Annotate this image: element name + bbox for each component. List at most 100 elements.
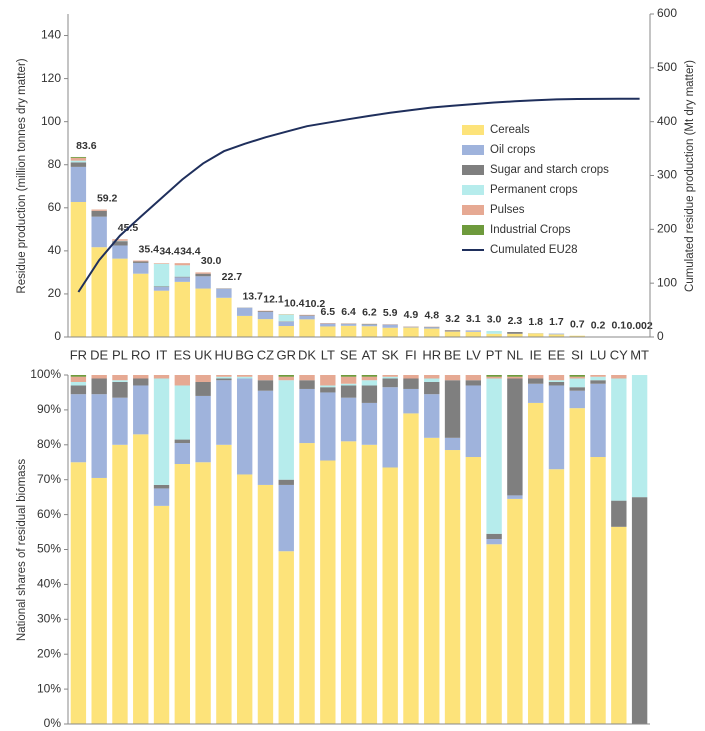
bar-segment (133, 261, 149, 263)
y2-tick-label: 400 (657, 114, 677, 128)
total-label: 3.2 (445, 313, 460, 325)
bar-segment (174, 385, 191, 440)
bar-segment (153, 375, 170, 379)
y-tick-label: 30% (37, 611, 61, 625)
bar-segment (70, 394, 87, 463)
x-tick-label: UK (194, 347, 212, 362)
bar-segment (299, 380, 315, 389)
bar-segment (153, 484, 170, 489)
legend-label: Industrial Crops (490, 224, 571, 236)
bar-segment (361, 324, 378, 325)
bar-segment (91, 209, 107, 211)
legend-label: Pulses (490, 204, 525, 216)
total-label: 59.2 (97, 192, 118, 204)
bar-segment (507, 332, 523, 334)
total-label: 34.4 (159, 246, 180, 258)
bar-segment (174, 439, 191, 444)
bar-segment (507, 498, 523, 724)
bar-segment (590, 457, 606, 724)
total-label: 0.002 (626, 320, 652, 332)
y-tick-label: 70% (37, 472, 61, 486)
bar-segment (174, 276, 191, 278)
bar-segment (382, 375, 398, 377)
x-tick-label: LV (466, 347, 481, 362)
bar-segment (611, 378, 627, 501)
y-tick-label: 10% (37, 681, 61, 695)
bar-segment (424, 394, 440, 438)
total-label: 1.8 (528, 316, 543, 328)
x-tick-label: SI (571, 347, 583, 362)
bar-segment (340, 376, 357, 384)
bar-segment (403, 375, 419, 379)
bar-segment (320, 375, 336, 386)
x-tick-label: NL (507, 347, 524, 362)
bar-segment (153, 287, 170, 291)
total-label: 30.0 (201, 255, 222, 267)
bar-segment (91, 477, 107, 724)
bar-segment (486, 378, 502, 534)
bar-segment (507, 376, 523, 379)
bar-segment (548, 381, 565, 386)
bar-segment (590, 380, 606, 384)
y2-tick-label: 0 (657, 329, 664, 343)
bar-segment (91, 375, 107, 379)
bar-segment (299, 319, 315, 337)
bar-segment (153, 290, 170, 337)
bar-segment (444, 437, 461, 451)
bar-segment (403, 388, 419, 414)
y-tick-label: 100% (30, 367, 61, 381)
bar-segment (507, 375, 523, 377)
bar-segment (112, 258, 128, 337)
bar-segment (340, 397, 357, 442)
x-tick-label: EE (548, 347, 566, 362)
bar-segment (299, 315, 315, 316)
bar-segment (320, 387, 336, 393)
bar-segment (569, 376, 585, 379)
bar-segment (70, 160, 87, 163)
bar-segment (299, 315, 315, 320)
bar-segment (382, 376, 398, 379)
total-label: 3.1 (466, 313, 481, 325)
bar-segment (112, 444, 128, 724)
bar-segment (548, 333, 565, 335)
bar-segment (112, 381, 128, 398)
bar-segment (70, 156, 87, 158)
legend-label: Cumulated EU28 (490, 244, 578, 256)
bar-segment (278, 321, 294, 327)
y-tick-label: 60 (48, 200, 62, 214)
bar-segment (133, 385, 149, 435)
bar-segment (548, 385, 565, 470)
bar-segment (382, 327, 398, 337)
y-tick-label: 0 (54, 329, 61, 343)
bar-segment (70, 376, 87, 382)
bar-segment (527, 378, 544, 384)
bar-segment (548, 375, 565, 381)
bar-segment (569, 378, 585, 388)
total-label: 3.0 (487, 313, 502, 325)
bar-segment (569, 375, 585, 377)
bar-segment (216, 378, 232, 381)
x-tick-label: AT (362, 347, 378, 362)
total-label: 34.4 (180, 246, 201, 258)
total-label: 10.2 (305, 298, 326, 310)
bar-segment (611, 526, 627, 724)
x-tick-label: DK (298, 347, 316, 362)
bar-segment (153, 286, 170, 288)
x-tick-label: ES (174, 347, 192, 362)
bar-segment (216, 380, 232, 445)
bar-segment (569, 390, 585, 409)
legend-label: Permanent crops (490, 184, 578, 196)
bar-segment (507, 495, 523, 499)
bar-segment (631, 497, 648, 724)
bar-segment (569, 387, 585, 391)
bar-segment (340, 375, 357, 377)
bar-segment (382, 387, 398, 468)
y2-tick-label: 200 (657, 222, 677, 236)
total-label: 0.1 (612, 320, 627, 332)
bar-segment (590, 383, 606, 458)
bar-segment (236, 307, 253, 316)
bar-segment (486, 544, 502, 724)
total-label: 1.7 (549, 316, 564, 328)
x-tick-label: MT (630, 347, 649, 362)
bar-segment (631, 375, 648, 498)
